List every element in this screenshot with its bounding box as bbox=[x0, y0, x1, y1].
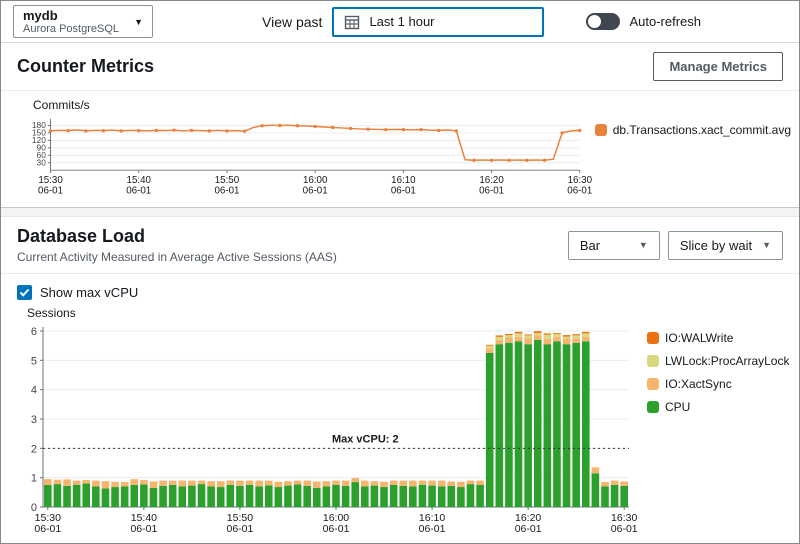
svg-text:16:00: 16:00 bbox=[303, 175, 328, 186]
database-load-title: Database Load bbox=[17, 226, 146, 246]
database-load-subtitle: Current Activity Measured in Average Act… bbox=[17, 250, 337, 264]
svg-text:15:40: 15:40 bbox=[131, 512, 157, 524]
svg-text:15:30: 15:30 bbox=[38, 175, 63, 186]
show-max-vcpu-row: Show max vCPU bbox=[1, 274, 799, 302]
svg-text:2: 2 bbox=[31, 443, 37, 455]
slice-by-value: Slice by wait bbox=[679, 237, 753, 253]
legend-swatch-icon bbox=[647, 355, 659, 367]
svg-text:06-01: 06-01 bbox=[303, 185, 328, 196]
svg-text:150: 150 bbox=[32, 128, 46, 138]
auto-refresh-toggle[interactable] bbox=[586, 13, 621, 30]
legend-item: CPU bbox=[647, 400, 789, 414]
legend-item: LWLock:ProcArrayLock bbox=[647, 354, 789, 368]
counter-metrics-chart[interactable]: 30609012015018015:3006-0115:4006-0115:50… bbox=[17, 113, 595, 205]
svg-text:15:50: 15:50 bbox=[227, 512, 253, 524]
db-load-axis-title: Sessions bbox=[27, 306, 76, 320]
chart-type-value: Bar bbox=[579, 237, 601, 253]
svg-text:180: 180 bbox=[32, 120, 46, 130]
svg-text:16:10: 16:10 bbox=[391, 175, 416, 186]
svg-text:15:30: 15:30 bbox=[35, 512, 61, 524]
svg-text:60: 60 bbox=[37, 150, 47, 160]
svg-text:16:30: 16:30 bbox=[568, 175, 593, 186]
view-past-label: View past bbox=[262, 13, 323, 30]
counter-chart-legend: db.Transactions.xact_commit.avg bbox=[594, 113, 791, 146]
svg-text:4: 4 bbox=[31, 385, 37, 397]
instance-selector-text: mydb Aurora PostgreSQL bbox=[23, 7, 119, 35]
calendar-icon bbox=[345, 15, 360, 29]
svg-text:06-01: 06-01 bbox=[611, 523, 638, 535]
svg-text:06-01: 06-01 bbox=[419, 523, 446, 535]
database-load-panel: Database Load Current Activity Measured … bbox=[1, 217, 799, 535]
counter-metrics-header: Counter Metrics Manage Metrics bbox=[1, 43, 799, 91]
legend-item: db.Transactions.xact_commit.avg bbox=[594, 123, 791, 137]
legend-swatch-icon bbox=[647, 332, 659, 344]
show-max-vcpu-checkbox[interactable] bbox=[17, 285, 32, 300]
instance-name: mydb bbox=[23, 7, 58, 23]
svg-text:0: 0 bbox=[31, 502, 37, 514]
db-load-chart-legend: IO:WALWrite LWLock:ProcArrayLock IO:XactSy… bbox=[647, 321, 789, 423]
svg-text:06-01: 06-01 bbox=[130, 523, 157, 535]
auto-refresh-label: Auto-refresh bbox=[629, 14, 701, 29]
topbar: mydb Aurora PostgreSQL ▼ View past Last … bbox=[1, 1, 799, 43]
svg-text:16:00: 16:00 bbox=[323, 512, 349, 524]
instance-selector[interactable]: mydb Aurora PostgreSQL ▼ bbox=[13, 5, 153, 38]
chevron-down-icon: ▼ bbox=[762, 240, 771, 250]
svg-text:120: 120 bbox=[32, 135, 46, 145]
svg-text:3: 3 bbox=[31, 414, 37, 426]
svg-text:06-01: 06-01 bbox=[34, 523, 61, 535]
counter-metrics-panel: Counter Metrics Manage Metrics Commits/s… bbox=[1, 43, 799, 207]
chevron-down-icon: ▼ bbox=[134, 16, 143, 27]
counter-chart-axis-title: Commits/s bbox=[33, 98, 90, 112]
svg-text:06-01: 06-01 bbox=[323, 523, 350, 535]
svg-text:Max vCPU: 2: Max vCPU: 2 bbox=[332, 433, 399, 445]
time-range-value: Last 1 hour bbox=[369, 14, 435, 29]
database-load-header: Database Load Current Activity Measured … bbox=[1, 217, 799, 274]
svg-text:06-01: 06-01 bbox=[126, 185, 151, 196]
svg-text:16:30: 16:30 bbox=[611, 512, 637, 524]
svg-text:06-01: 06-01 bbox=[391, 185, 416, 196]
svg-text:06-01: 06-01 bbox=[38, 185, 63, 196]
time-range-input[interactable]: Last 1 hour bbox=[332, 6, 545, 37]
legend-item: IO:XactSync bbox=[647, 377, 789, 391]
svg-text:16:20: 16:20 bbox=[515, 512, 541, 524]
svg-text:15:50: 15:50 bbox=[215, 175, 240, 186]
manage-metrics-button[interactable]: Manage Metrics bbox=[653, 52, 783, 81]
legend-swatch-icon bbox=[647, 378, 659, 390]
svg-text:16:10: 16:10 bbox=[419, 512, 445, 524]
db-load-chart-area: Sessions 0 1 2 3 4 5 6 Max vCPU: 2 15:30 06-01 15:… bbox=[1, 302, 799, 535]
svg-text:5: 5 bbox=[31, 355, 37, 367]
legend-swatch-icon bbox=[647, 401, 659, 413]
svg-text:06-01: 06-01 bbox=[227, 523, 254, 535]
instance-engine: Aurora PostgreSQL bbox=[23, 22, 119, 35]
counter-chart-area: Commits/s 30 60 90 120 150 180 15:30 06-01 15:40… bbox=[1, 91, 799, 207]
svg-text:06-01: 06-01 bbox=[515, 523, 542, 535]
legend-swatch-icon bbox=[594, 124, 607, 136]
svg-text:6: 6 bbox=[31, 326, 37, 338]
svg-text:06-01: 06-01 bbox=[567, 185, 592, 196]
svg-text:15:40: 15:40 bbox=[127, 175, 152, 186]
svg-text:06-01: 06-01 bbox=[214, 185, 239, 196]
database-load-header-text: Database Load Current Activity Measured … bbox=[17, 226, 337, 264]
panel-divider bbox=[1, 207, 799, 217]
svg-text:30: 30 bbox=[37, 158, 47, 168]
chart-type-dropdown[interactable]: Bar ▼ bbox=[567, 230, 660, 260]
chevron-down-icon: ▼ bbox=[638, 240, 648, 250]
counter-metrics-title: Counter Metrics bbox=[17, 56, 155, 76]
toggle-knob bbox=[588, 15, 602, 28]
svg-text:1: 1 bbox=[31, 473, 37, 485]
svg-text:90: 90 bbox=[37, 143, 47, 153]
svg-text:06-01: 06-01 bbox=[479, 185, 504, 196]
show-max-vcpu-label: Show max vCPU bbox=[40, 285, 139, 300]
slice-by-dropdown[interactable]: Slice by wait ▼ bbox=[667, 230, 783, 260]
svg-text:16:20: 16:20 bbox=[479, 175, 504, 186]
check-icon bbox=[19, 288, 30, 297]
legend-item: IO:WALWrite bbox=[647, 331, 789, 345]
